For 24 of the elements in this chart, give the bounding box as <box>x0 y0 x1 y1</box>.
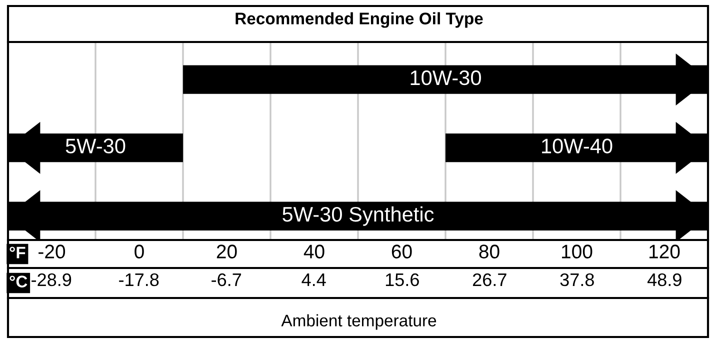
x-tick-label: 100 <box>562 244 592 258</box>
x2-tick-label: 26.7 <box>472 273 506 286</box>
x2-tick-label: 4.4 <box>302 274 326 286</box>
text: Ambient temperature <box>281 314 436 330</box>
x-tick-label: 80 <box>479 244 500 258</box>
x2-tick-label: -17.8 <box>119 273 159 286</box>
x-axis-title: °F <box>10 246 26 258</box>
x-tick-label: 60 <box>392 244 412 258</box>
x2-tick-label: 37.8 <box>560 273 594 286</box>
series-label: 10W-30 <box>410 70 481 86</box>
legend-label: 5W-30 <box>66 138 126 154</box>
x2-tick-label: -28.9 <box>32 273 72 286</box>
x2-tick-label: -6.7 <box>212 273 242 286</box>
x-tick-label: 40 <box>304 244 324 258</box>
series-label: 5W-30 Synthetic <box>282 206 434 226</box>
x2-tick-label: 48.9 <box>647 273 682 286</box>
x2-tick-label: 15.6 <box>386 273 419 286</box>
x2-axis-title: °C <box>10 276 28 288</box>
x-tick-label: 120 <box>650 244 680 258</box>
x-tick-label: 20 <box>216 244 237 258</box>
series-label: 10W-40 <box>542 138 612 154</box>
x-tick-label: -20 <box>38 244 66 258</box>
x-tick-label: 0 <box>134 244 144 258</box>
chart-title: Recommended Engine Oil Type <box>236 12 483 28</box>
